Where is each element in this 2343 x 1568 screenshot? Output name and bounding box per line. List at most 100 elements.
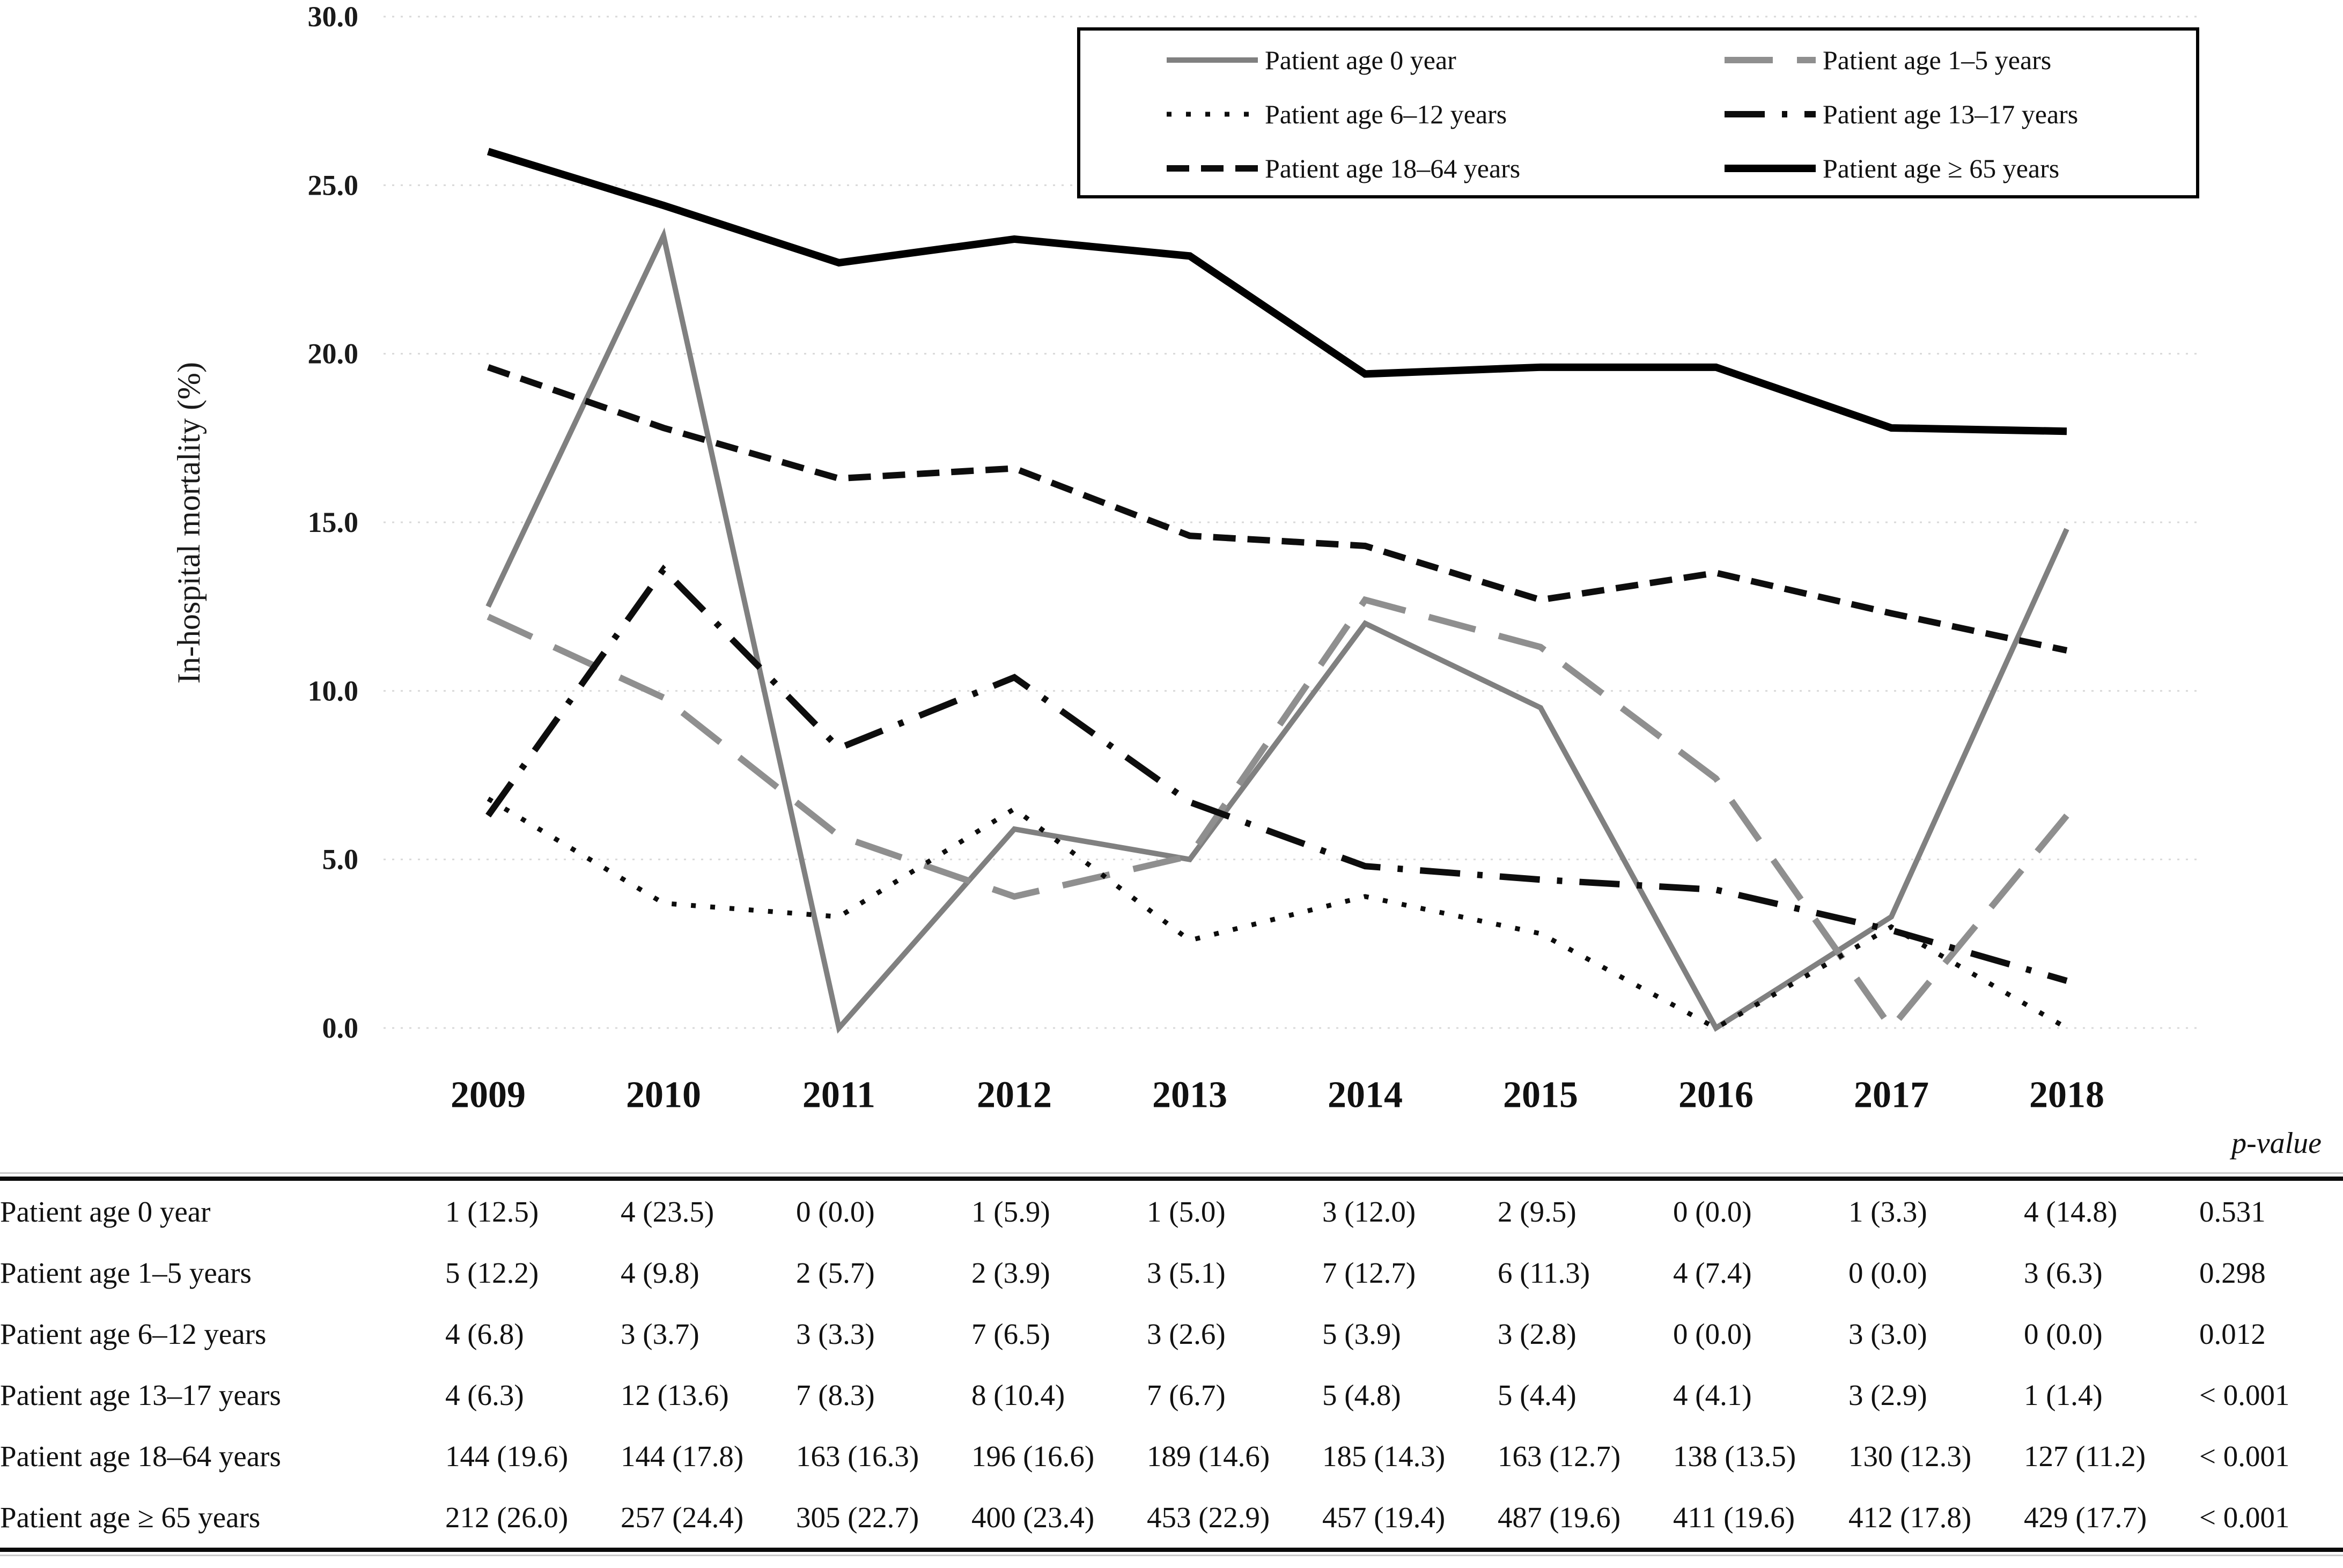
legend-item-label: Patient age ≥ 65 years bbox=[1823, 153, 2059, 183]
series-line-4 bbox=[487, 364, 2068, 654]
series-line-3 bbox=[485, 564, 2068, 984]
value-cell: 2 (3.9) bbox=[971, 1256, 1050, 1289]
value-cell: 0 (0.0) bbox=[1848, 1256, 1927, 1289]
table-row: Patient age 1–5 years 5 (12.2) 4 (9.8) 2 (5… bbox=[0, 1242, 2343, 1303]
row-label: Patient age 18–64 years bbox=[0, 1439, 281, 1473]
row-label: Patient age 1–5 years bbox=[0, 1256, 252, 1289]
row-label: Patient age 0 year bbox=[0, 1195, 211, 1228]
value-cell: 1 (1.4) bbox=[2024, 1378, 2103, 1411]
table-row: Patient age 6–12 years 4 (6.8) 3 (3.7) 3 (3… bbox=[0, 1303, 2343, 1364]
value-cell: 4 (23.5) bbox=[621, 1195, 714, 1228]
value-cell: 130 (12.3) bbox=[1848, 1439, 1972, 1473]
value-cell: 3 (3.3) bbox=[796, 1317, 875, 1350]
legend-item-label: Patient age 18–64 years bbox=[1265, 153, 1520, 183]
series-line-1 bbox=[487, 596, 2069, 1033]
value-cell: 127 (11.2) bbox=[2024, 1439, 2146, 1473]
value-cell: 0 (0.0) bbox=[1673, 1195, 1752, 1228]
value-cell: 185 (14.3) bbox=[1322, 1439, 1446, 1473]
value-cell: 0 (0.0) bbox=[796, 1195, 875, 1228]
p-value-cell: 0.298 bbox=[2199, 1256, 2266, 1289]
table-bottom-rule bbox=[0, 1548, 2343, 1552]
x-axis-year-label: 2013 bbox=[1152, 1075, 1227, 1116]
value-cell: 8 (10.4) bbox=[971, 1378, 1065, 1411]
value-cell: 0 (0.0) bbox=[1673, 1317, 1752, 1350]
value-cell: 3 (2.6) bbox=[1147, 1317, 1226, 1350]
value-cell: 144 (17.8) bbox=[621, 1439, 744, 1473]
value-cell: 3 (2.9) bbox=[1848, 1378, 1927, 1411]
value-cell: 429 (17.7) bbox=[2024, 1500, 2147, 1534]
value-cell: 1 (5.9) bbox=[971, 1195, 1050, 1228]
value-cell: 12 (13.6) bbox=[621, 1378, 729, 1411]
chart-legend: Patient age 0 year Patient age 1–5 years P… bbox=[1077, 27, 2199, 198]
y-axis-title: In-hospital mortality (%) bbox=[171, 362, 207, 684]
value-cell: 411 (19.6) bbox=[1673, 1500, 1795, 1534]
value-cell: 3 (5.1) bbox=[1147, 1256, 1226, 1289]
y-axis-tick-labels: 30.0 25.0 20.0 15.0 10.0 5.0 0.0 bbox=[308, 1, 359, 1044]
value-cell: 138 (13.5) bbox=[1673, 1439, 1796, 1473]
value-cell: 5 (4.8) bbox=[1322, 1378, 1401, 1411]
legend-item-label: Patient age 13–17 years bbox=[1823, 99, 2078, 129]
y-axis-tick-label: 0.0 bbox=[322, 1012, 359, 1044]
p-value-cell: < 0.001 bbox=[2199, 1439, 2290, 1473]
value-cell: 4 (6.8) bbox=[445, 1317, 524, 1350]
value-cell: 2 (9.5) bbox=[1498, 1195, 1576, 1228]
y-axis-tick-label: 15.0 bbox=[308, 506, 359, 538]
value-cell: 4 (7.4) bbox=[1673, 1256, 1752, 1289]
value-cell: 257 (24.4) bbox=[621, 1500, 744, 1534]
value-cell: 0 (0.0) bbox=[2024, 1317, 2103, 1350]
value-cell: 487 (19.6) bbox=[1498, 1500, 1621, 1534]
value-cell: 7 (8.3) bbox=[796, 1378, 875, 1411]
series-line-2 bbox=[487, 796, 2068, 1031]
value-cell: 453 (22.9) bbox=[1147, 1500, 1270, 1534]
y-axis-tick-label: 10.0 bbox=[308, 675, 359, 707]
value-cell: 457 (19.4) bbox=[1322, 1500, 1446, 1534]
x-axis-year-label: 2010 bbox=[626, 1075, 701, 1116]
value-cell: 7 (12.7) bbox=[1322, 1256, 1416, 1289]
value-cell: 412 (17.8) bbox=[1848, 1500, 1972, 1534]
value-cell: 5 (12.2) bbox=[445, 1256, 539, 1289]
table-row: Patient age 18–64 years 144 (19.6) 144 (17… bbox=[0, 1425, 2343, 1486]
table-bottom-hairline bbox=[0, 1555, 2343, 1556]
x-axis-year-label: 2017 bbox=[1854, 1075, 1929, 1116]
value-cell: 1 (3.3) bbox=[1848, 1195, 1927, 1228]
p-value-cell: 0.012 bbox=[2199, 1317, 2266, 1350]
row-label: Patient age 6–12 years bbox=[0, 1317, 267, 1350]
value-cell: 212 (26.0) bbox=[445, 1500, 569, 1534]
value-cell: 163 (16.3) bbox=[796, 1439, 919, 1473]
value-cell: 2 (5.7) bbox=[796, 1256, 875, 1289]
table-row: Patient age 0 year 1 (12.5) 4 (23.5) 0 (0.0… bbox=[0, 1181, 2343, 1242]
x-axis-year-label: 2009 bbox=[451, 1075, 526, 1116]
value-cell: 4 (6.3) bbox=[445, 1378, 524, 1411]
table-top-rule bbox=[0, 1177, 2343, 1181]
value-cell: 3 (6.3) bbox=[2024, 1256, 2103, 1289]
value-cell: 5 (3.9) bbox=[1322, 1317, 1401, 1350]
mortality-data-table: Patient age 0 year 1 (12.5) 4 (23.5) 0 (0.0… bbox=[0, 1181, 2343, 1548]
chart-series-lines bbox=[485, 147, 2069, 1034]
value-cell: 400 (23.4) bbox=[971, 1500, 1095, 1534]
value-cell: 7 (6.5) bbox=[971, 1317, 1050, 1350]
legend-item-label: Patient age 6–12 years bbox=[1265, 99, 1507, 129]
value-cell: 4 (14.8) bbox=[2024, 1195, 2118, 1228]
legend-item-label: Patient age 0 year bbox=[1265, 45, 1456, 75]
value-cell: 4 (4.1) bbox=[1673, 1378, 1752, 1411]
legend-box bbox=[1077, 27, 2199, 198]
summary-table: Patient age 0 year 1 (12.5) 4 (23.5) 0 (0.0… bbox=[0, 1172, 2343, 1556]
value-cell: 144 (19.6) bbox=[445, 1439, 569, 1473]
table-row: Patient age ≥ 65 years 212 (26.0) 257 (24.… bbox=[0, 1486, 2343, 1548]
y-axis-tick-label: 30.0 bbox=[308, 1, 359, 33]
value-cell: 189 (14.6) bbox=[1147, 1439, 1270, 1473]
p-value-column-header: p-value bbox=[2231, 1127, 2322, 1160]
value-cell: 3 (2.8) bbox=[1498, 1317, 1576, 1350]
x-axis-year-labels: 2009 2010 2011 2012 2013 2014 2015 2016 2017 2018 bbox=[451, 1075, 2104, 1116]
x-axis-year-label: 2011 bbox=[802, 1075, 875, 1116]
x-axis-year-label: 2014 bbox=[1328, 1075, 1403, 1116]
value-cell: 6 (11.3) bbox=[1498, 1256, 1590, 1289]
x-axis-year-label: 2015 bbox=[1503, 1075, 1578, 1116]
row-label: Patient age 13–17 years bbox=[0, 1378, 281, 1411]
y-axis-tick-label: 20.0 bbox=[308, 338, 359, 370]
table-row: Patient age 13–17 years 4 (6.3) 12 (13.6) 7… bbox=[0, 1364, 2343, 1425]
series-line-5 bbox=[487, 147, 2067, 435]
value-cell: 3 (3.7) bbox=[621, 1317, 699, 1350]
value-cell: 3 (12.0) bbox=[1322, 1195, 1416, 1228]
